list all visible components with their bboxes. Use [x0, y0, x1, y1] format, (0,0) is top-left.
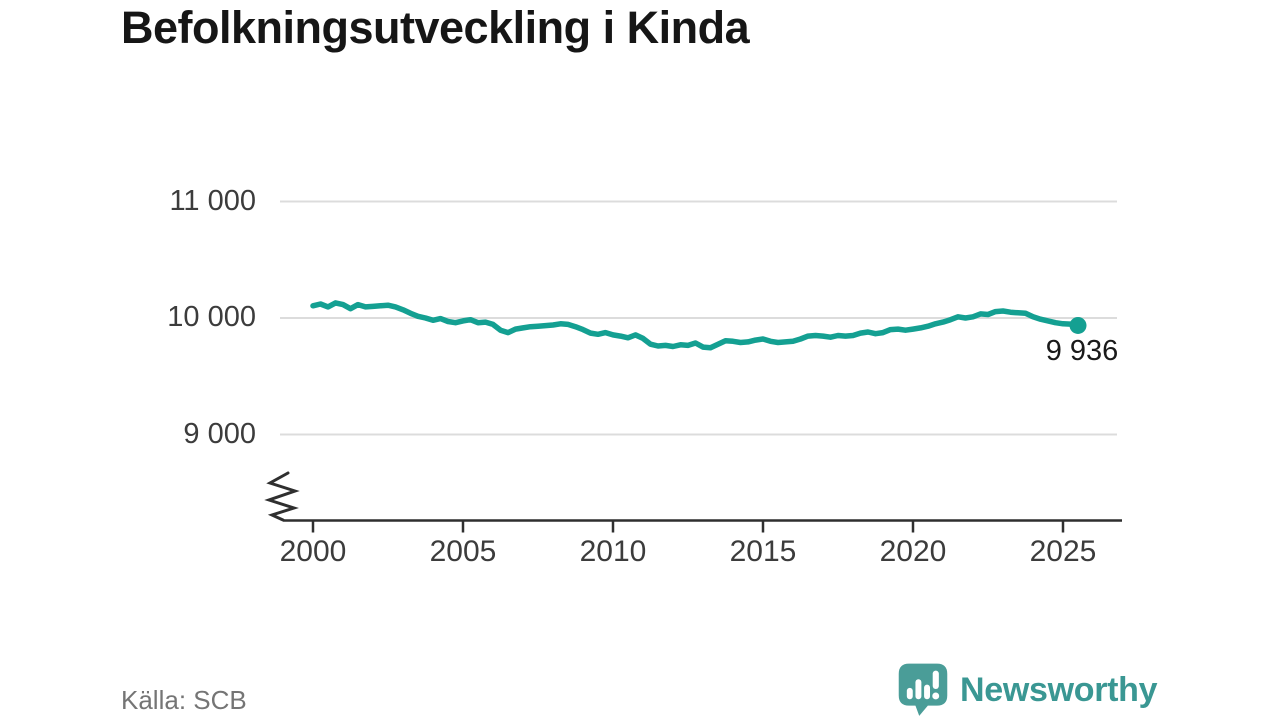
x-tick-label: 2025	[1029, 535, 1097, 568]
y-axis-break-icon	[264, 471, 300, 522]
source-text: Källa: SCB	[121, 685, 247, 715]
x-tick-label: 2000	[279, 535, 347, 568]
newsworthy-logo: Newsworthy	[897, 662, 1158, 717]
newsworthy-wordmark: Newsworthy	[960, 670, 1158, 709]
newsworthy-bubble-chart-icon	[898, 663, 948, 716]
x-tick-label: 2015	[729, 535, 797, 568]
x-tick-label: 2020	[879, 535, 947, 568]
y-tick-label: 9 000	[183, 417, 256, 450]
data-point-label: 9 936	[1045, 335, 1119, 368]
x-tick-label: 2010	[579, 535, 647, 568]
population-line-series	[310, 300, 1081, 351]
chart-title: Befolkningsutveckling i Kinda	[121, 2, 750, 53]
last-data-point	[1069, 316, 1087, 334]
y-tick-label: 11 000	[169, 184, 256, 217]
y-tick-label: 10 000	[167, 301, 256, 333]
x-tick-label: 2005	[429, 535, 497, 568]
